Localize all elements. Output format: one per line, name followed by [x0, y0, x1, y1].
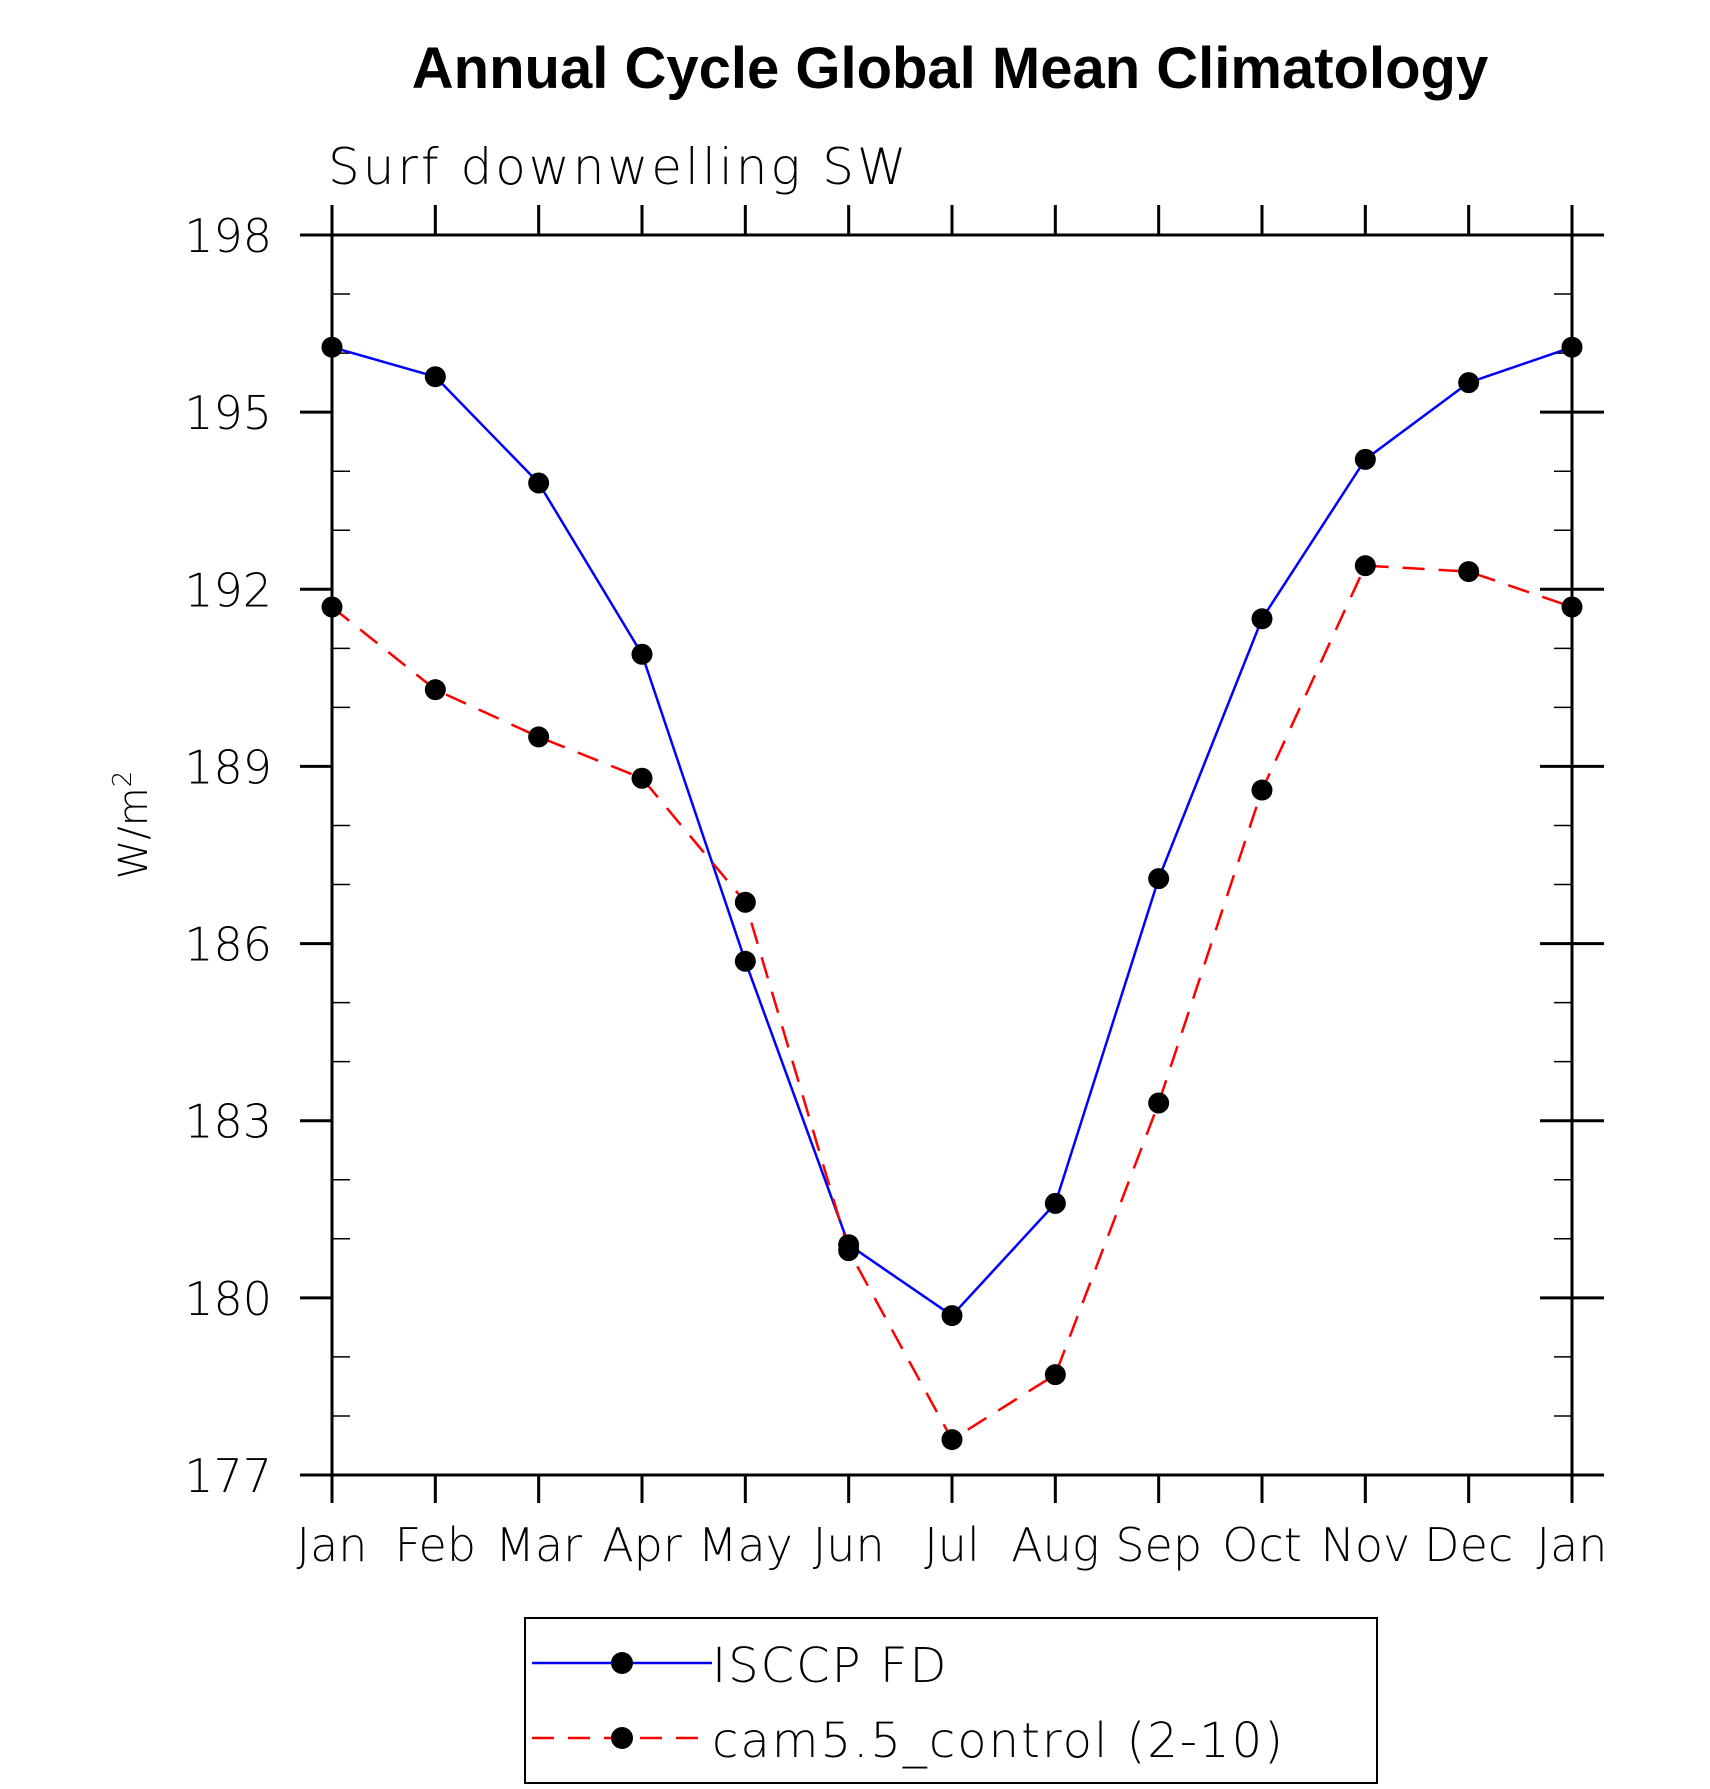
- y-axis-label-text: W/m: [111, 787, 157, 879]
- x-tick-label: Jan: [297, 1518, 368, 1572]
- y-axis-label: W/m2: [108, 771, 157, 880]
- series-0-point: [1561, 336, 1583, 358]
- x-tick-label: Jul: [924, 1518, 980, 1572]
- series-0-point: [631, 643, 653, 665]
- series-1-point: [528, 726, 550, 748]
- chart-subtitle: Surf downwelling SW: [328, 138, 910, 196]
- series-1-point: [1561, 596, 1583, 618]
- legend-marker-0: [611, 1652, 633, 1674]
- legend-label-1: cam5.5_control (2-10): [712, 1713, 1285, 1769]
- series-1-point: [321, 596, 343, 618]
- series-0-point: [424, 366, 446, 388]
- x-tick-label: Jun: [813, 1518, 885, 1572]
- y-tick-label: 186: [184, 918, 272, 972]
- series-1-point: [1458, 561, 1480, 583]
- legend-label-0: ISCCP FD: [712, 1638, 948, 1694]
- series-0-point: [1044, 1192, 1066, 1214]
- x-tick-label: Apr: [602, 1518, 682, 1572]
- series-0-point: [321, 336, 343, 358]
- series-1-point: [1354, 555, 1376, 577]
- series-0-point: [528, 472, 550, 494]
- series-1-point: [631, 767, 653, 789]
- y-tick-label: 198: [184, 209, 272, 263]
- y-tick-label: 180: [184, 1272, 272, 1326]
- legend-box: [524, 1617, 1378, 1784]
- x-tick-label: Nov: [1320, 1518, 1410, 1572]
- x-tick-label: Mar: [495, 1518, 582, 1572]
- x-tick-label: May: [698, 1518, 793, 1572]
- series-1-point: [1148, 1092, 1170, 1114]
- legend: ISCCP FD cam5.5_control (2-10): [524, 1617, 1378, 1784]
- series-0-point: [941, 1305, 963, 1327]
- x-tick-label: Dec: [1424, 1518, 1513, 1572]
- legend-marker-1: [611, 1727, 633, 1749]
- x-tick-label: Feb: [395, 1518, 476, 1572]
- series-0-point: [1251, 608, 1273, 630]
- y-tick-label: 189: [184, 740, 272, 794]
- y-tick-labels: 177 180 183 186 189 192 195 198: [184, 209, 272, 1503]
- y-tick-label: 177: [184, 1449, 272, 1503]
- plot-frame: [330, 233, 1574, 1477]
- series-layer: [321, 336, 1583, 1451]
- x-tick-labels: Jan Feb Mar Apr May Jun Jul Aug Sep Oct Nov Dec Jan: [297, 1518, 1608, 1572]
- series-1-point: [1044, 1364, 1066, 1386]
- series-line-0: [331, 345, 1573, 1318]
- chart-title: Annual Cycle Global Mean Climatology: [412, 36, 1488, 101]
- series-0-point: [1458, 372, 1480, 394]
- series-0-point: [1148, 868, 1170, 890]
- y-tick-label: 192: [184, 563, 272, 617]
- y-axis-label-sup: 2: [108, 771, 138, 788]
- axis-ticks: [300, 205, 1604, 1503]
- series-1-point: [424, 679, 446, 701]
- x-tick-label: Oct: [1222, 1518, 1302, 1572]
- series-1-point: [941, 1429, 963, 1451]
- series-0-point: [1354, 448, 1376, 470]
- y-tick-label: 195: [184, 386, 272, 440]
- y-tick-label: 183: [184, 1095, 272, 1149]
- x-tick-label: Sep: [1115, 1518, 1202, 1572]
- x-tick-label: Jan: [1537, 1518, 1608, 1572]
- series-1-point: [838, 1240, 860, 1262]
- series-1-point: [1251, 779, 1273, 801]
- x-tick-label: Aug: [1011, 1518, 1099, 1572]
- series-1-point: [734, 891, 756, 913]
- series-0-point: [734, 950, 756, 972]
